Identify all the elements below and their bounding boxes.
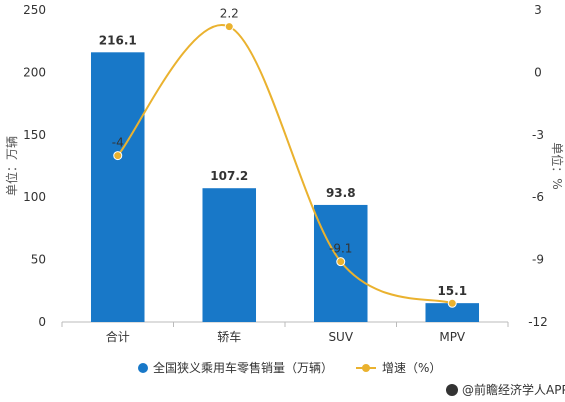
y2-tick-label: 0 [534,65,542,79]
y-axis-title: 单位：万辆 [4,136,19,196]
y-tick-label: 200 [23,65,46,79]
legend: 全国狭义乘用车零售销量（万辆） 增速（%） [138,360,441,375]
line-data-label: 2.2 [220,7,239,21]
y-tick-label: 0 [38,315,46,329]
x-tick-label: 合计 [106,329,130,344]
legend-bar-marker [138,363,148,373]
line-series: -4 2.2 -9.1 [112,7,457,308]
y2-tick-label: -12 [528,315,548,329]
legend-line-marker [362,364,370,372]
bar-data-label: 15.1 [437,284,467,298]
y-tick-label: 50 [31,253,46,267]
y2-tick-label: -9 [532,253,544,267]
bar-series: 216.1 107.2 93.8 15.1 [90,33,480,323]
line-point [224,22,234,32]
x-tick-label: SUV [328,330,353,344]
bar [90,52,145,323]
y2-tick-label: -3 [532,128,544,142]
x-tick-label: MPV [439,330,466,344]
bar-data-label: 93.8 [326,186,356,200]
y2-axis-title: 单位：% [550,142,565,189]
bar [425,303,480,322]
line-point [336,257,346,267]
bar-data-label: 216.1 [99,33,137,47]
watermark: @前瞻经济学人APP [446,382,565,397]
bar-data-label: 107.2 [210,169,248,183]
y-tick-label: 100 [23,190,46,204]
axes: 0 50 100 150 200 250 -12 -9 -6 -3 0 3 合计 轿车 SUV MPV 单位：万… [4,3,565,344]
line-point [113,151,123,161]
y2-tick-label: -6 [532,190,544,204]
y-tick-label: 150 [23,128,46,142]
line-point [447,298,457,308]
line-data-label: -4 [112,136,124,150]
line-data-label: -9.1 [329,242,352,256]
watermark-text: @前瞻经济学人APP [462,382,565,397]
x-tick-label: 轿车 [217,329,241,344]
wechat-icon [446,384,458,396]
legend-bar-label: 全国狭义乘用车零售销量（万辆） [153,360,333,375]
y2-tick-label: 3 [534,3,542,17]
bar [202,188,257,322]
y-tick-label: 250 [23,3,46,17]
legend-line-label: 增速（%） [382,361,441,375]
growth-line [116,23,453,305]
